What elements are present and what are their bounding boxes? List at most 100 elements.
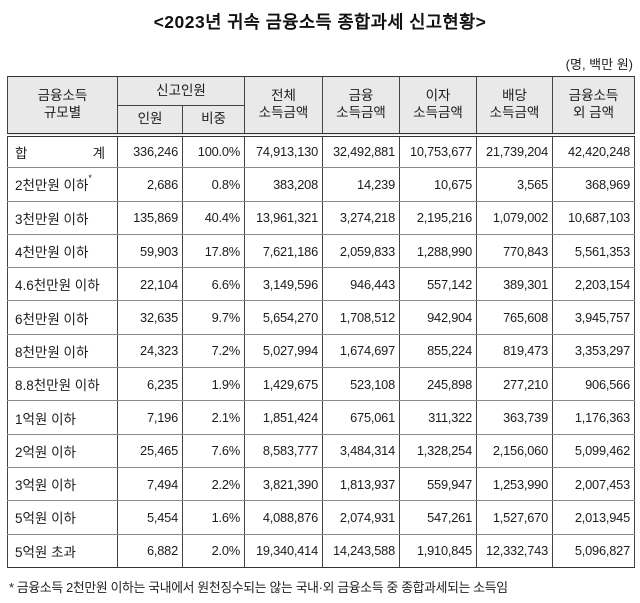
- cell-other: 5,099,462: [552, 434, 635, 468]
- table-row: 5억원 이하 5,454 1.6% 4,088,876 2,074,931 547,261…: [7, 500, 635, 535]
- footnote-marker: *: [88, 173, 92, 184]
- cell-people: 5,454: [117, 500, 183, 535]
- cell-financial: 14,243,588: [322, 534, 400, 568]
- cell-total: 13,961,321: [244, 201, 323, 235]
- cell-ratio: 6.6%: [182, 267, 245, 302]
- page-title: <2023년 귀속 금융소득 종합과세 신고현황>: [153, 12, 487, 32]
- header-ratio: 비중: [182, 105, 245, 137]
- cell-total: 5,654,270: [244, 300, 323, 335]
- cell-financial: 2,059,833: [322, 234, 400, 269]
- cell-interest: 942,904: [399, 300, 477, 335]
- cell-ratio: 1.9%: [182, 367, 245, 402]
- cell-financial: 2,074,931: [322, 500, 400, 535]
- table-row: 2억원 이하 25,465 7.6% 8,583,777 3,484,314 1,328,…: [7, 434, 635, 468]
- header-total-income: 전체 소득금액: [244, 76, 323, 137]
- row-label: 8.8천만원 이하: [7, 367, 118, 402]
- cell-people: 135,869: [117, 201, 183, 235]
- cell-other: 42,420,248: [552, 134, 635, 169]
- cell-total: 7,621,186: [244, 234, 323, 269]
- cell-dividend: 765,608: [476, 300, 553, 335]
- cell-financial: 3,484,314: [322, 434, 400, 468]
- cell-other: 368,969: [552, 167, 635, 202]
- table-row: 4천만원 이하 59,903 17.8% 7,621,186 2,059,833 1,28…: [7, 234, 635, 269]
- cell-interest: 547,261: [399, 500, 477, 535]
- row-label: 5억원 초과: [7, 534, 118, 568]
- cell-people: 25,465: [117, 434, 183, 468]
- header-people: 인원: [117, 105, 183, 137]
- cell-financial: 523,108: [322, 367, 400, 402]
- cell-total: 4,088,876: [244, 500, 323, 535]
- cell-people: 32,635: [117, 300, 183, 335]
- table-body: 합 계 336,246 100.0% 74,913,130 32,492,881 10,7…: [7, 134, 635, 568]
- row-label: 2천만원 이하*: [7, 167, 118, 202]
- row-label: 3천만원 이하: [7, 201, 118, 235]
- cell-other: 3,353,297: [552, 334, 635, 369]
- cell-ratio: 2.1%: [182, 400, 245, 435]
- cell-other: 2,203,154: [552, 267, 635, 302]
- cell-ratio: 17.8%: [182, 234, 245, 269]
- cell-people: 24,323: [117, 334, 183, 369]
- cell-other: 1,176,363: [552, 400, 635, 435]
- cell-interest: 557,142: [399, 267, 477, 302]
- cell-financial: 14,239: [322, 167, 400, 202]
- table-row: 5억원 초과 6,882 2.0% 19,340,414 14,243,588 1,910…: [7, 534, 635, 568]
- cell-total: 383,208: [244, 167, 323, 202]
- table-row: 4.6천만원 이하 22,104 6.6% 3,149,596 946,443 557,1…: [7, 267, 635, 302]
- cell-dividend: 819,473: [476, 334, 553, 369]
- row-label: 5억원 이하: [7, 500, 118, 535]
- cell-total: 1,429,675: [244, 367, 323, 402]
- cell-ratio: 40.4%: [182, 201, 245, 235]
- cell-other: 906,566: [552, 367, 635, 402]
- cell-ratio: 7.2%: [182, 334, 245, 369]
- cell-dividend: 389,301: [476, 267, 553, 302]
- cell-ratio: 2.0%: [182, 534, 245, 568]
- row-label: 2억원 이하: [7, 434, 118, 468]
- cell-interest: 1,288,990: [399, 234, 477, 269]
- cell-ratio: 1.6%: [182, 500, 245, 535]
- header-interest-income: 이자 소득금액: [399, 76, 477, 137]
- cell-dividend: 1,253,990: [476, 467, 553, 502]
- row-label: 8천만원 이하: [7, 334, 118, 369]
- row-label: 4천만원 이하: [7, 234, 118, 269]
- row-label: 합 계: [7, 134, 118, 169]
- cell-total: 5,027,994: [244, 334, 323, 369]
- cell-other: 2,013,945: [552, 500, 635, 535]
- cell-dividend: 2,156,060: [476, 434, 553, 468]
- cell-people: 59,903: [117, 234, 183, 269]
- table-row: 2천만원 이하* 2,686 0.8% 383,208 14,239 10,675 3,56…: [7, 167, 635, 202]
- cell-interest: 245,898: [399, 367, 477, 402]
- cell-other: 10,687,103: [552, 201, 635, 235]
- cell-dividend: 363,739: [476, 400, 553, 435]
- cell-people: 7,494: [117, 467, 183, 502]
- cell-dividend: 3,565: [476, 167, 553, 202]
- table-row: 3천만원 이하 135,869 40.4% 13,961,321 3,274,218 2,…: [7, 201, 635, 235]
- header-dividend-income: 배당 소득금액: [476, 76, 553, 137]
- cell-other: 5,096,827: [552, 534, 635, 568]
- row-label: 3억원 이하: [7, 467, 118, 502]
- footnote: * 금융소득 2천만원 이하는 국내에서 원천징수되는 않는 국내·외 금융소득…: [9, 579, 508, 595]
- cell-other: 5,561,353: [552, 234, 635, 269]
- row-label: 6천만원 이하: [7, 300, 118, 335]
- header-reported-group: 신고인원: [117, 76, 245, 106]
- row-label: 1억원 이하: [7, 400, 118, 435]
- cell-interest: 10,675: [399, 167, 477, 202]
- cell-people: 336,246: [117, 134, 183, 169]
- cell-total: 8,583,777: [244, 434, 323, 468]
- cell-interest: 2,195,216: [399, 201, 477, 235]
- cell-total: 74,913,130: [244, 134, 323, 169]
- cell-total: 3,149,596: [244, 267, 323, 302]
- cell-ratio: 2.2%: [182, 467, 245, 502]
- cell-dividend: 21,739,204: [476, 134, 553, 169]
- table-row: 6천만원 이하 32,635 9.7% 5,654,270 1,708,512 942,9…: [7, 300, 635, 335]
- cell-financial: 1,813,937: [322, 467, 400, 502]
- cell-ratio: 9.7%: [182, 300, 245, 335]
- cell-financial: 32,492,881: [322, 134, 400, 169]
- table-row: 합 계 336,246 100.0% 74,913,130 32,492,881 10,7…: [7, 134, 635, 169]
- cell-interest: 1,910,845: [399, 534, 477, 568]
- cell-people: 6,235: [117, 367, 183, 402]
- cell-financial: 1,708,512: [322, 300, 400, 335]
- cell-ratio: 0.8%: [182, 167, 245, 202]
- header-scale: 금융소득 규모별: [7, 76, 118, 137]
- cell-interest: 559,947: [399, 467, 477, 502]
- cell-dividend: 277,210: [476, 367, 553, 402]
